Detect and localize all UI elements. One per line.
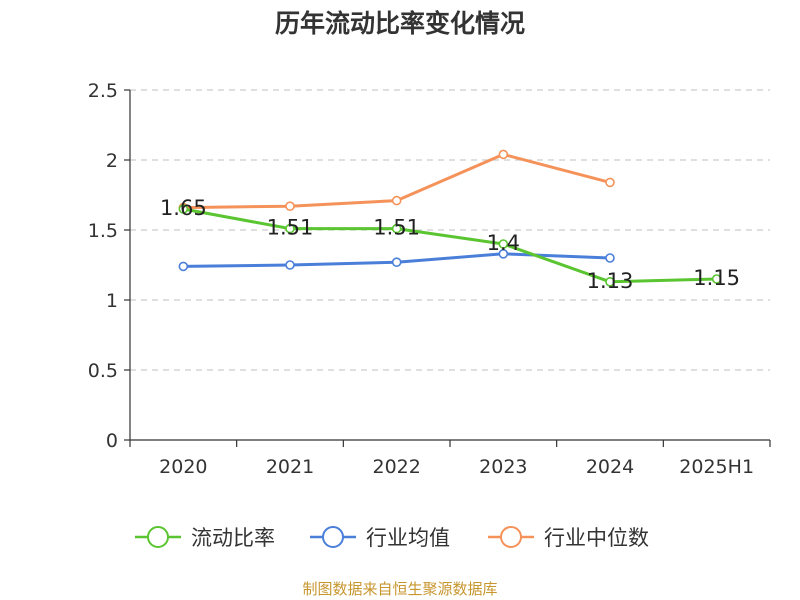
- data-source-note: 制图数据来自恒生聚源数据库: [302, 580, 498, 598]
- y-tick-label: 1.5: [88, 220, 118, 242]
- data-point: [498, 149, 509, 160]
- series-layer: 1.65 1.51 1.51 1.4 1.13 1.15: [160, 149, 740, 293]
- data-point: [178, 261, 189, 272]
- data-point: [391, 195, 402, 206]
- data-label: 1.4: [487, 231, 520, 255]
- x-tick-label: 2022: [372, 456, 420, 478]
- gridlines: [130, 89, 770, 371]
- x-tick-label: 2023: [479, 456, 527, 478]
- y-tick-label: 2: [106, 150, 118, 172]
- legend-marker: [147, 526, 169, 548]
- data-point: [178, 204, 189, 214]
- data-label: 1.51: [373, 216, 420, 240]
- data-point: [605, 276, 615, 287]
- legend[interactable]: 流动比率 行业均值 行业中位数: [135, 526, 649, 550]
- legend-item-3[interactable]: 行业中位数: [488, 526, 649, 550]
- x-tick-label: 2020: [159, 456, 207, 478]
- data-point: [498, 249, 509, 259]
- data-point: [605, 253, 615, 263]
- legend-label: 行业中位数: [544, 526, 649, 550]
- axes: 0 0.5 1 1.5 2 2.5 2020 2021 2022 2023 2024 2025H1: [88, 80, 771, 478]
- data-point: [391, 257, 402, 268]
- legend-label: 行业均值: [366, 526, 450, 550]
- legend-marker: [500, 526, 522, 548]
- legend-item-2[interactable]: 行业均值: [310, 526, 450, 550]
- x-tick-label: 2024: [586, 456, 634, 478]
- legend-item-1[interactable]: 流动比率: [135, 526, 275, 550]
- y-tick-label: 2.5: [88, 80, 118, 102]
- data-point: [285, 223, 295, 234]
- x-tick-label: 2021: [266, 456, 314, 478]
- data-label: 1.15: [693, 266, 740, 290]
- data-point: [605, 177, 615, 188]
- legend-marker: [322, 526, 344, 548]
- x-tick-label: 2025H1: [679, 456, 754, 478]
- series-line: [183, 207, 717, 284]
- data-label: 1.65: [160, 196, 207, 220]
- data-labels: 1.65 1.51 1.51 1.4 1.13 1.15: [160, 196, 740, 293]
- y-tick-label: 1: [106, 290, 118, 312]
- series-1: [178, 204, 722, 287]
- data-point: [391, 223, 402, 234]
- y-tick-label: 0.5: [88, 360, 118, 382]
- data-label: 1.51: [267, 216, 314, 240]
- chart-title: 历年流动比率变化情况: [275, 9, 525, 38]
- y-tick-label: 0: [106, 430, 118, 452]
- data-point: [285, 260, 295, 270]
- data-point: [498, 239, 509, 249]
- data-point: [285, 201, 295, 211]
- legend-label: 流动比率: [191, 526, 275, 550]
- data-point: [711, 274, 722, 284]
- data-label: 1.13: [587, 269, 634, 293]
